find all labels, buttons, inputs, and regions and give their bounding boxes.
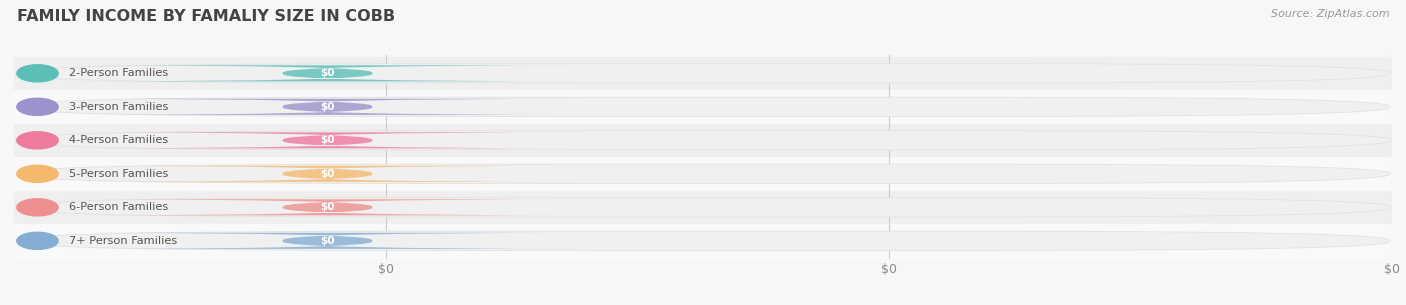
FancyBboxPatch shape — [15, 131, 1391, 149]
FancyBboxPatch shape — [69, 99, 586, 115]
Text: $0: $0 — [321, 135, 335, 145]
FancyBboxPatch shape — [15, 164, 1391, 184]
Ellipse shape — [17, 98, 58, 115]
Text: 2-Person Families: 2-Person Families — [69, 68, 169, 78]
Bar — [14, 90, 1392, 124]
FancyBboxPatch shape — [15, 165, 1391, 183]
FancyBboxPatch shape — [15, 98, 1391, 116]
FancyBboxPatch shape — [69, 166, 586, 182]
FancyBboxPatch shape — [15, 198, 1391, 217]
Bar — [14, 191, 1392, 224]
FancyBboxPatch shape — [15, 97, 1391, 117]
Text: $0: $0 — [321, 68, 335, 78]
Text: 4-Person Families: 4-Person Families — [69, 135, 169, 145]
FancyBboxPatch shape — [69, 199, 586, 215]
Ellipse shape — [17, 199, 58, 216]
Text: 6-Person Families: 6-Person Families — [69, 202, 169, 212]
Bar — [14, 56, 1392, 90]
Text: $0: $0 — [321, 236, 335, 246]
Text: 5-Person Families: 5-Person Families — [69, 169, 169, 179]
Text: Source: ZipAtlas.com: Source: ZipAtlas.com — [1271, 9, 1389, 19]
FancyBboxPatch shape — [69, 65, 586, 81]
FancyBboxPatch shape — [15, 231, 1391, 250]
Text: $0: $0 — [321, 202, 335, 212]
Ellipse shape — [17, 132, 58, 149]
FancyBboxPatch shape — [69, 233, 586, 249]
Text: 3-Person Families: 3-Person Families — [69, 102, 169, 112]
Text: $0: $0 — [321, 102, 335, 112]
FancyBboxPatch shape — [15, 64, 1391, 83]
Ellipse shape — [17, 232, 58, 249]
Bar — [14, 224, 1392, 258]
Text: FAMILY INCOME BY FAMALIY SIZE IN COBB: FAMILY INCOME BY FAMALIY SIZE IN COBB — [17, 9, 395, 24]
Ellipse shape — [17, 165, 58, 182]
FancyBboxPatch shape — [15, 130, 1391, 150]
FancyBboxPatch shape — [15, 197, 1391, 217]
Text: 7+ Person Families: 7+ Person Families — [69, 236, 177, 246]
Bar — [14, 157, 1392, 191]
FancyBboxPatch shape — [15, 231, 1391, 251]
Ellipse shape — [17, 65, 58, 82]
FancyBboxPatch shape — [15, 63, 1391, 83]
Text: $0: $0 — [321, 169, 335, 179]
Bar — [14, 124, 1392, 157]
FancyBboxPatch shape — [69, 132, 586, 148]
